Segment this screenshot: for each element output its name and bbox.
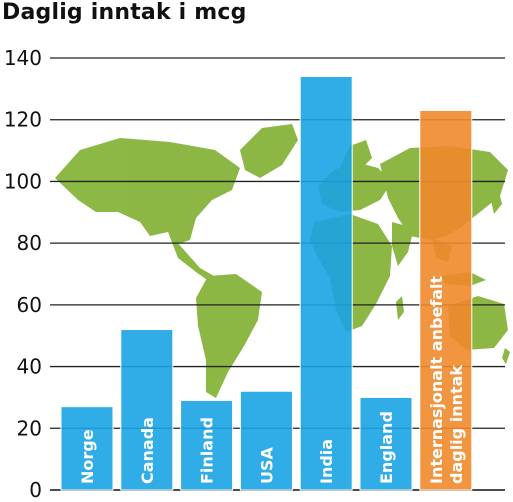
bar-label: India [317,439,336,484]
bar-norge [60,406,114,491]
chart-title: Daglig inntak i mcg [2,0,247,25]
bar-england [359,396,413,491]
y-axis-ticks: 0 20 40 60 80 100 120 140 [4,46,42,502]
bar-label: England [377,411,396,484]
bar-label: Internasjonalt anbefalt [427,275,446,484]
bar-usa [239,390,293,491]
bar-finland [180,400,234,491]
bar-india [299,76,353,491]
bar-labels: Norge Canada Finland USA India England Interna… [78,275,466,484]
bar-internasjonalt-anbefalt [419,109,473,491]
y-tick-label: 120 [4,108,42,132]
bar-label: USA [257,446,276,484]
bar-canada [120,329,174,491]
bar-label: Canada [138,417,157,484]
bar-label: Finland [198,417,217,484]
bar-label: daglig inntak [447,365,466,484]
y-tick-label: 100 [4,169,42,193]
y-tick-label: 0 [29,478,42,502]
y-tick-label: 140 [4,46,42,70]
y-tick-label: 80 [17,231,42,255]
y-tick-label: 40 [17,355,42,379]
y-tick-label: 20 [17,416,42,440]
bar-label: Norge [78,429,97,484]
y-tick-label: 60 [17,293,42,317]
bars [60,76,473,491]
